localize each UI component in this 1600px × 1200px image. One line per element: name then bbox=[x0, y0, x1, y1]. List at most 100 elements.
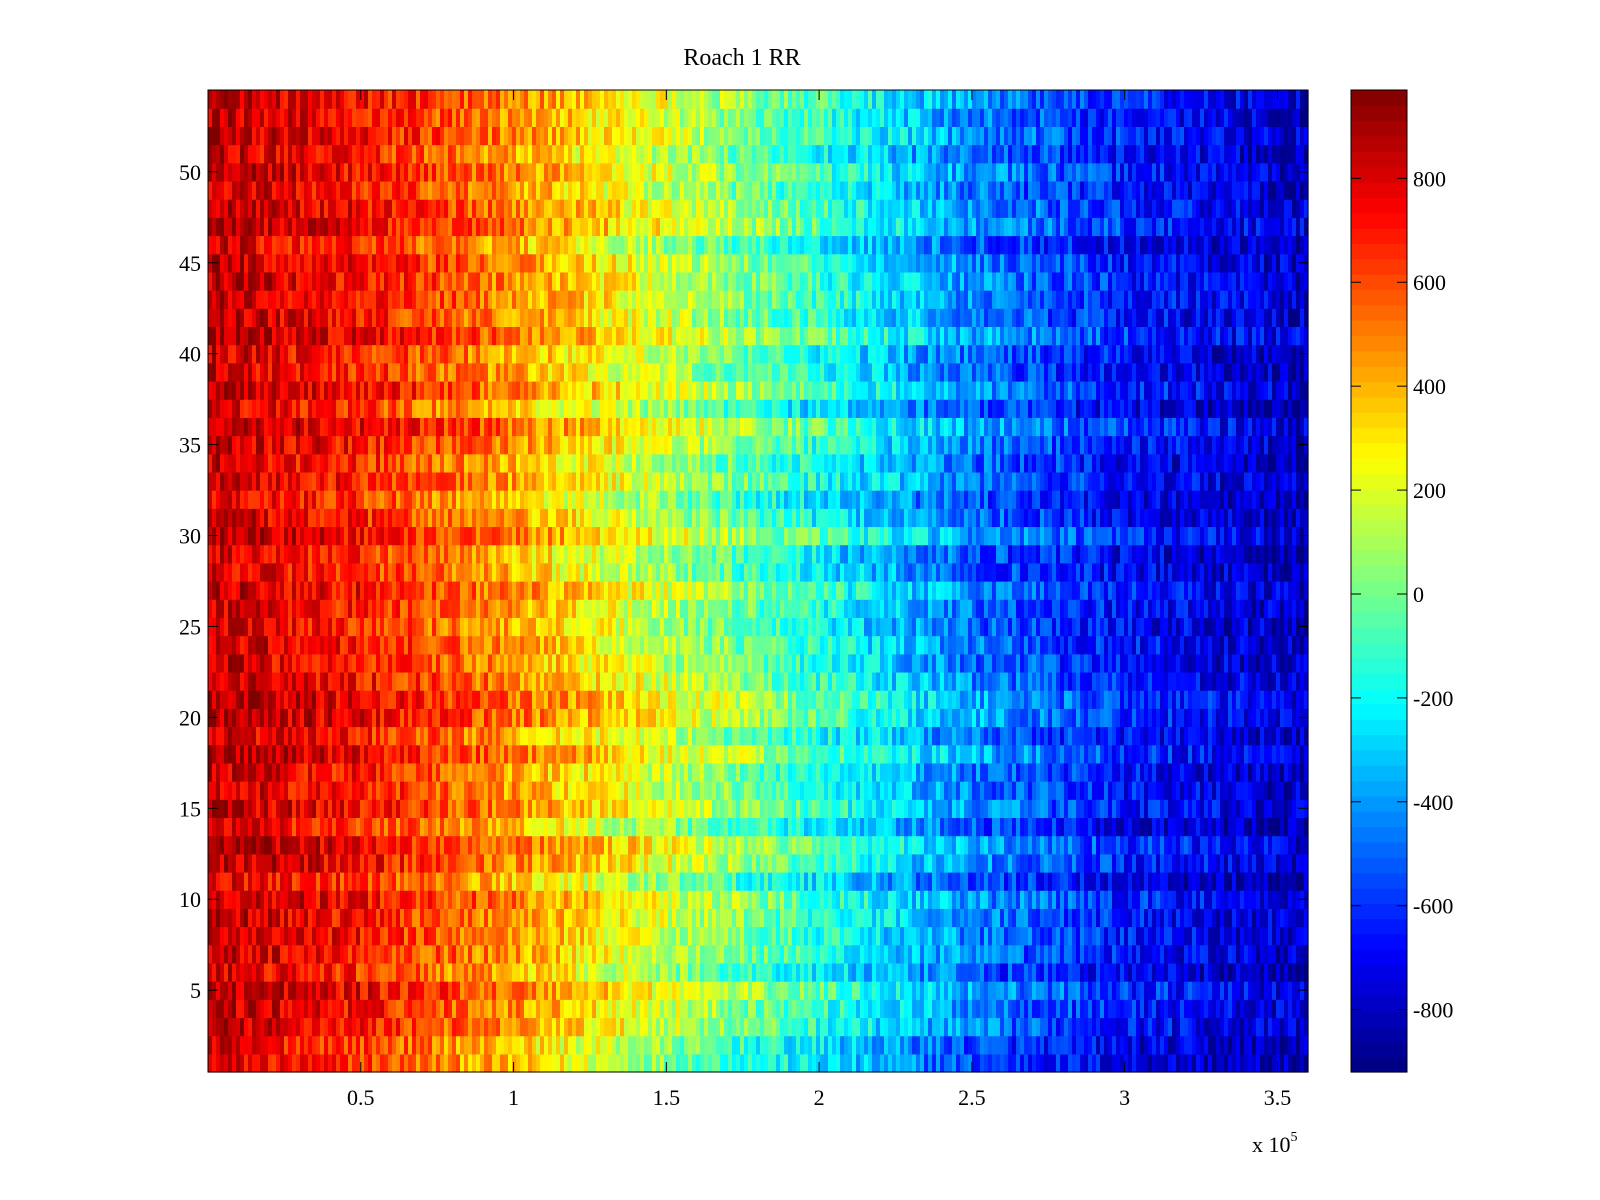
heatmap-cell bbox=[772, 1017, 777, 1037]
heatmap-cell bbox=[1276, 1035, 1281, 1055]
heatmap-cell bbox=[1132, 908, 1137, 928]
heatmap-cell bbox=[648, 799, 653, 819]
heatmap-cell bbox=[1176, 1017, 1181, 1037]
heatmap-cell bbox=[268, 1053, 273, 1073]
heatmap-cell bbox=[1124, 908, 1129, 928]
heatmap-cell bbox=[264, 871, 269, 891]
heatmap-cell bbox=[604, 999, 609, 1019]
heatmap-cell bbox=[664, 1017, 669, 1037]
heatmap-cell bbox=[776, 962, 781, 982]
heatmap-cell bbox=[912, 799, 917, 819]
heatmap-cell bbox=[1000, 799, 1005, 819]
heatmap-cell bbox=[1008, 835, 1013, 855]
heatmap-cell bbox=[1296, 962, 1301, 982]
heatmap-cell bbox=[400, 926, 405, 946]
heatmap-cell bbox=[1200, 1017, 1205, 1037]
heatmap-cell bbox=[1196, 908, 1201, 928]
heatmap-cell bbox=[280, 944, 285, 964]
heatmap-cell bbox=[760, 962, 765, 982]
heatmap-cell bbox=[388, 871, 393, 891]
heatmap-cell bbox=[1068, 853, 1073, 873]
heatmap-cell bbox=[516, 926, 521, 946]
heatmap-cell bbox=[516, 962, 521, 982]
heatmap-cell bbox=[296, 799, 301, 819]
heatmap-cell bbox=[216, 890, 221, 909]
heatmap-cell bbox=[612, 962, 617, 982]
heatmap-cell bbox=[1244, 871, 1249, 891]
heatmap-cell bbox=[788, 1017, 793, 1037]
heatmap-cell bbox=[416, 835, 421, 855]
heatmap-cell bbox=[452, 781, 457, 800]
heatmap-cell bbox=[1284, 1035, 1289, 1055]
heatmap-cell bbox=[1076, 890, 1081, 909]
heatmap-cell bbox=[1228, 1017, 1233, 1037]
heatmap-cell bbox=[1188, 853, 1193, 873]
heatmap-cell bbox=[468, 781, 473, 800]
heatmap-cell bbox=[240, 817, 245, 837]
heatmap-cell bbox=[588, 762, 593, 782]
heatmap-cell bbox=[576, 799, 581, 819]
heatmap-cell bbox=[896, 853, 901, 873]
heatmap-cell bbox=[956, 981, 961, 1000]
heatmap-cell bbox=[920, 926, 925, 946]
heatmap-cell bbox=[1284, 926, 1289, 946]
heatmap-cell bbox=[564, 999, 569, 1019]
heatmap-cell bbox=[840, 781, 845, 800]
heatmap-cell bbox=[936, 817, 941, 837]
heatmap-cell bbox=[1140, 890, 1145, 909]
heatmap-cell bbox=[300, 944, 305, 964]
heatmap-cell bbox=[1120, 1035, 1125, 1055]
heatmap-cell bbox=[472, 799, 477, 819]
heatmap-cell bbox=[964, 762, 969, 782]
heatmap-cell bbox=[744, 799, 749, 819]
heatmap-cell bbox=[864, 799, 869, 819]
heatmap-cell bbox=[216, 926, 221, 946]
heatmap-cell bbox=[560, 1035, 565, 1055]
heatmap-cell bbox=[868, 1017, 873, 1037]
heatmap-cell bbox=[876, 1053, 881, 1073]
heatmap-cell bbox=[708, 871, 713, 891]
heatmap-cell bbox=[936, 1017, 941, 1037]
heatmap-cell bbox=[676, 981, 681, 1000]
heatmap-cell bbox=[1304, 926, 1309, 946]
heatmap-cell bbox=[860, 1035, 865, 1055]
heatmap-cell bbox=[752, 835, 757, 855]
heatmap-cell bbox=[1160, 926, 1165, 946]
heatmap-cell bbox=[464, 781, 469, 800]
heatmap-cell bbox=[948, 944, 953, 964]
heatmap-cell bbox=[1288, 962, 1293, 982]
heatmap-cell bbox=[1148, 744, 1153, 764]
heatmap-cell bbox=[540, 1035, 545, 1055]
heatmap-cell bbox=[1168, 853, 1173, 873]
heatmap-cell bbox=[416, 817, 421, 837]
heatmap-cell bbox=[620, 999, 625, 1019]
heatmap-cell bbox=[644, 835, 649, 855]
heatmap-cell bbox=[996, 835, 1001, 855]
heatmap-cell bbox=[1208, 762, 1213, 782]
heatmap-cell bbox=[420, 853, 425, 873]
heatmap-cell bbox=[1116, 781, 1121, 800]
heatmap-cell bbox=[1264, 944, 1269, 964]
heatmap-cell bbox=[412, 1035, 417, 1055]
heatmap-cell bbox=[560, 799, 565, 819]
heatmap-cell bbox=[1008, 781, 1013, 800]
heatmap-cell bbox=[992, 926, 997, 946]
heatmap-cell bbox=[528, 853, 533, 873]
heatmap-cell bbox=[664, 799, 669, 819]
heatmap-cell bbox=[816, 762, 821, 782]
heatmap-cell bbox=[664, 744, 669, 764]
heatmap-cell bbox=[824, 926, 829, 946]
heatmap-cell bbox=[1068, 999, 1073, 1019]
heatmap-cell bbox=[1124, 871, 1129, 891]
heatmap-cell bbox=[932, 999, 937, 1019]
heatmap-cell bbox=[600, 853, 605, 873]
heatmap-cell bbox=[904, 890, 909, 909]
heatmap-cell bbox=[1056, 835, 1061, 855]
heatmap-cell bbox=[360, 999, 365, 1019]
heatmap-cell bbox=[1056, 799, 1061, 819]
heatmap-cell bbox=[776, 999, 781, 1019]
heatmap-cell bbox=[524, 908, 529, 928]
heatmap-cell bbox=[280, 781, 285, 800]
heatmap-cell bbox=[632, 853, 637, 873]
heatmap-cell bbox=[244, 962, 249, 982]
